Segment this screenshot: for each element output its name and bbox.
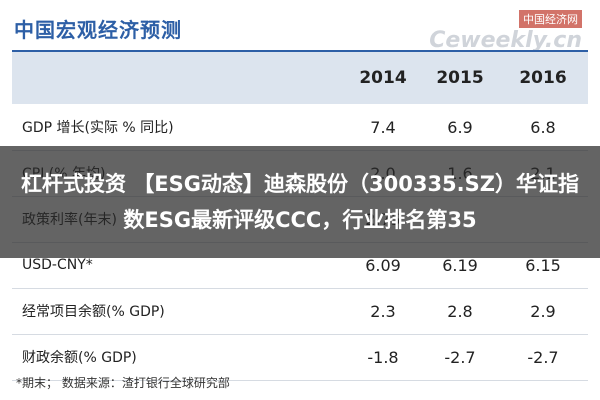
watermark-top: 中国经济网 — [519, 10, 582, 28]
cell-value: 6.15 — [525, 255, 561, 275]
banner-text: 杠杆式投资 【ESG动态】迪森股份（300335.SZ）华证指数ESG最新评级C… — [20, 172, 580, 232]
table-row: GDP 增长(实际 % 同比) 7.4 6.9 6.8 — [12, 104, 588, 151]
cell-value: -2.7 — [444, 347, 476, 367]
watermark: 中国经济网 Ceweekly.cn — [429, 8, 582, 53]
watermark-text: Ceweekly.cn — [429, 28, 582, 53]
table-row: 经常项目余额(% GDP) 2.3 2.8 2.9 — [12, 288, 588, 335]
cell-value: 2.3 — [370, 301, 396, 321]
row-label: 经常项目余额(% GDP) — [22, 304, 165, 320]
cell-value: 6.9 — [447, 117, 473, 137]
column-header: 2015 — [436, 68, 484, 88]
cell-value: 6.8 — [530, 117, 556, 137]
column-header: 2016 — [519, 68, 567, 88]
cell-value: -2.7 — [527, 347, 559, 367]
cell-value: -1.8 — [367, 347, 399, 367]
cell-value: 2.8 — [447, 301, 473, 321]
title: 中国宏观经济预测 — [14, 18, 182, 42]
table-row: 财政余额(% GDP) -1.8 -2.7 -2.7 — [12, 334, 588, 381]
row-label: USD-CNY* — [22, 257, 93, 273]
table-header: 2014 2015 2016 — [12, 52, 588, 104]
column-header: 2014 — [359, 68, 407, 88]
cell-value: 6.09 — [365, 255, 401, 275]
table-row: USD-CNY* 6.09 6.19 6.15 — [12, 242, 588, 289]
footnote: *期末； 数据来源：渣打银行全球研究部 — [16, 376, 230, 390]
banner: 杠杆式投资 【ESG动态】迪森股份（300335.SZ）华证指数ESG最新评级C… — [0, 146, 600, 258]
cell-value: 6.19 — [442, 255, 478, 275]
row-label: GDP 增长(实际 % 同比) — [22, 120, 174, 136]
row-label: 财政余额(% GDP) — [22, 350, 137, 366]
cell-value: 2.9 — [530, 301, 556, 321]
cell-value: 7.4 — [370, 117, 396, 137]
rule — [12, 50, 588, 52]
